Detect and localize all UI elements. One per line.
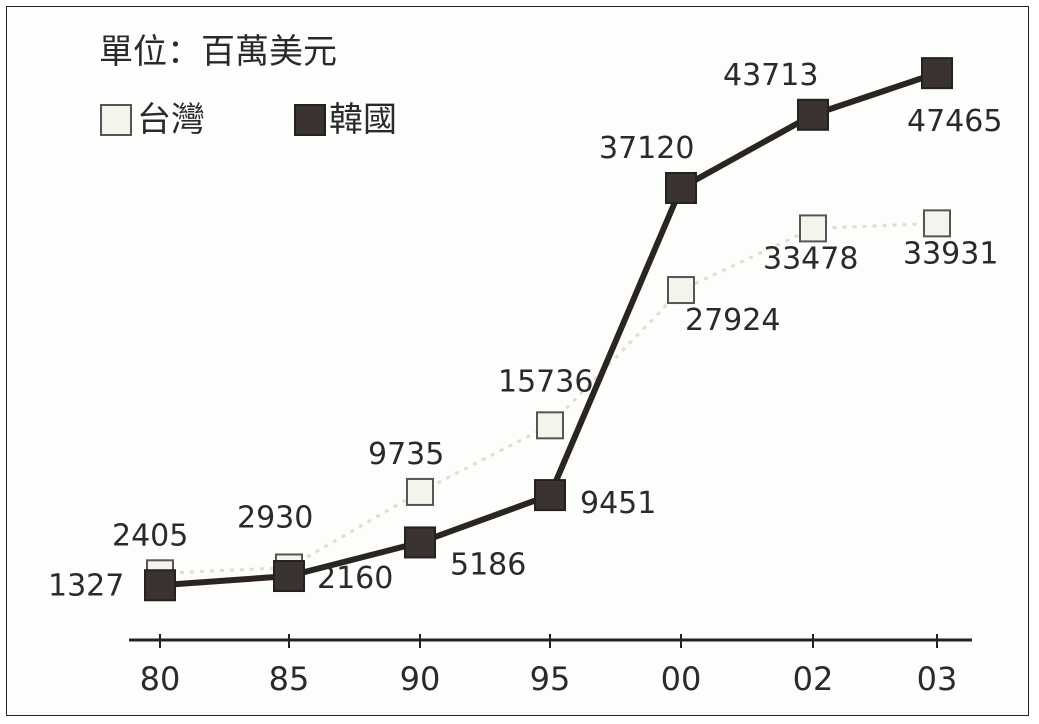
taiwan-value-label-95: 15736 — [498, 364, 593, 399]
taiwan-value-label-85: 2930 — [237, 500, 313, 535]
korea-point-90 — [404, 526, 436, 559]
x-tick-label-90: 90 — [400, 660, 441, 698]
legend-swatch-korea — [294, 104, 326, 136]
korea-point-95 — [534, 479, 566, 512]
korea-value-label-95: 9451 — [580, 486, 656, 521]
taiwan-value-label-00: 27924 — [685, 303, 780, 338]
x-tick-label-80: 80 — [140, 660, 181, 698]
x-axis-ticks — [159, 634, 938, 648]
x-tick-label-00: 00 — [661, 660, 702, 698]
legend-label-taiwan: 台灣 — [137, 100, 205, 140]
korea-value-label-02: 43713 — [723, 58, 818, 93]
taiwan-value-label-02: 33478 — [763, 241, 858, 276]
x-tick-label-95: 95 — [530, 660, 571, 698]
korea-value-label-03: 47465 — [907, 104, 1002, 139]
series-korea — [144, 57, 953, 602]
data-labels-taiwan: 2405 2930 9735 15736 27924 33478 33931 — [112, 236, 998, 553]
korea-value-label-80: 1327 — [48, 568, 124, 603]
x-axis-tick-labels: 80 85 90 95 00 02 03 — [140, 660, 958, 698]
taiwan-point-95 — [536, 411, 564, 440]
korea-value-label-90: 5186 — [450, 547, 526, 582]
korea-value-label-85: 2160 — [317, 561, 393, 596]
unit-note: 單位：百萬美元 — [99, 32, 337, 72]
taiwan-point-00 — [667, 276, 695, 305]
x-tick-label-02: 02 — [793, 660, 834, 698]
taiwan-value-label-80: 2405 — [112, 518, 188, 553]
taiwan-value-label-03: 33931 — [903, 236, 998, 271]
korea-point-02 — [797, 98, 829, 131]
korea-point-85 — [273, 560, 305, 593]
chart-canvas: 單位：百萬美元 台灣 韓國 80 85 90 95 00 02 03 2405 2930 973… — [48, 32, 1002, 698]
x-tick-label-03: 03 — [917, 660, 958, 698]
taiwan-value-label-90: 9735 — [368, 437, 444, 472]
taiwan-point-03 — [923, 209, 951, 238]
legend-swatch-taiwan — [100, 104, 132, 136]
x-tick-label-85: 85 — [269, 660, 310, 698]
taiwan-point-02 — [799, 214, 827, 243]
legend-label-korea: 韓國 — [329, 100, 397, 140]
chart-frame: 單位：百萬美元 台灣 韓國 80 85 90 95 00 02 03 2405 2930 973… — [6, 6, 1029, 716]
taiwan-point-90 — [406, 477, 434, 506]
korea-point-00 — [665, 171, 697, 204]
korea-point-03 — [921, 57, 953, 90]
korea-point-80 — [144, 569, 176, 602]
korea-value-label-00: 37120 — [599, 131, 694, 166]
data-labels-korea: 1327 2160 5186 9451 37120 43713 47465 — [48, 58, 1002, 603]
